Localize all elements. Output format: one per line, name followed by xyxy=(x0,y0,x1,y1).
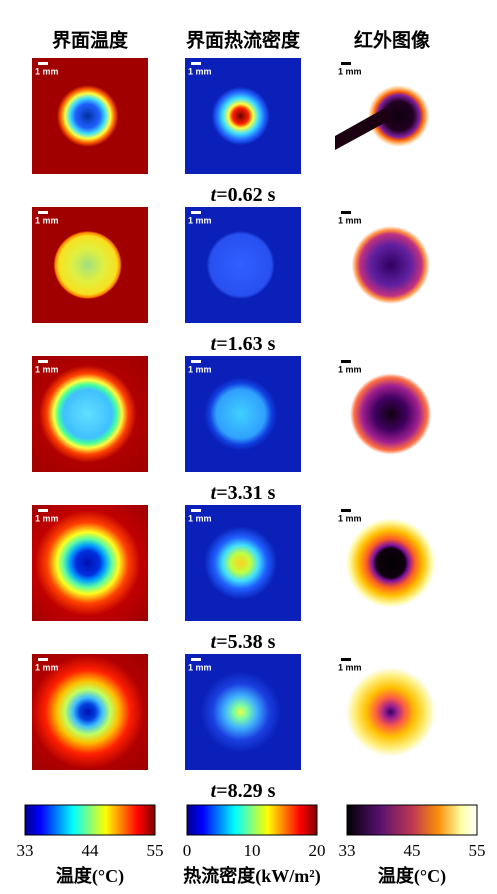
image-panel xyxy=(32,356,148,472)
colorbar-tick-label: 10 xyxy=(244,841,261,860)
image-panel xyxy=(185,505,301,621)
colorbar-label: 温度(°C) xyxy=(378,865,446,887)
scale-bar xyxy=(341,658,351,661)
image-panel xyxy=(335,207,451,323)
scale-bar xyxy=(38,658,48,661)
scale-label: 1 mm xyxy=(188,66,212,76)
colorbar-tick-label: 45 xyxy=(404,841,421,860)
scale-label: 1 mm xyxy=(35,513,59,523)
colorbar-tick-label: 44 xyxy=(82,841,100,860)
scale-label: 1 mm xyxy=(35,66,59,76)
image-panel xyxy=(335,356,451,472)
time-label: t=1.63 s xyxy=(211,333,276,355)
colorbar-tick-label: 20 xyxy=(309,841,326,860)
scale-bar xyxy=(38,62,48,65)
scale-bar xyxy=(38,509,48,512)
scale-label: 1 mm xyxy=(188,513,212,523)
scale-label: 1 mm xyxy=(338,513,362,523)
column-header: 界面温度 xyxy=(52,28,129,51)
scale-bar xyxy=(191,509,201,512)
column-header: 界面热流密度 xyxy=(186,28,301,51)
scale-label: 1 mm xyxy=(188,215,212,225)
colorbar xyxy=(186,804,318,836)
colorbar-label: 热流密度(kW/m²) xyxy=(183,865,320,887)
colorbar xyxy=(24,804,156,836)
scale-label: 1 mm xyxy=(188,662,212,672)
colorbar-tick-label: 0 xyxy=(183,841,192,860)
time-label: t=3.31 s xyxy=(211,482,276,504)
scale-label: 1 mm xyxy=(338,662,362,672)
image-panel xyxy=(185,654,301,770)
scale-bar xyxy=(341,509,351,512)
scale-label: 1 mm xyxy=(35,662,59,672)
colorbar-tick-label: 33 xyxy=(339,841,356,860)
scale-label: 1 mm xyxy=(35,215,59,225)
scale-bar xyxy=(191,658,201,661)
image-panel xyxy=(32,207,148,323)
image-panel xyxy=(185,207,301,323)
scale-bar xyxy=(191,62,201,65)
image-panel xyxy=(335,505,451,621)
image-panel xyxy=(32,654,148,770)
scale-bar xyxy=(38,360,48,363)
scale-bar xyxy=(341,62,351,65)
time-label: t=5.38 s xyxy=(211,631,276,653)
scale-bar xyxy=(191,360,201,363)
image-panel xyxy=(185,58,301,174)
image-panel xyxy=(185,356,301,472)
scale-bar xyxy=(191,211,201,214)
scale-label: 1 mm xyxy=(35,364,59,374)
probe-shadow xyxy=(335,108,390,150)
image-panel xyxy=(32,58,148,174)
colorbar-tick-label: 33 xyxy=(17,841,34,860)
column-header: 红外图像 xyxy=(354,28,431,51)
time-label: t=0.62 s xyxy=(211,184,276,206)
colorbar-label: 温度(°C) xyxy=(56,865,124,887)
scale-label: 1 mm xyxy=(338,66,362,76)
scale-bar xyxy=(341,211,351,214)
image-panel xyxy=(32,505,148,621)
time-label: t=8.29 s xyxy=(211,780,276,802)
scale-label: 1 mm xyxy=(188,364,212,374)
colorbar xyxy=(346,804,478,836)
colorbar-tick-label: 55 xyxy=(147,841,164,860)
scale-label: 1 mm xyxy=(338,364,362,374)
scale-bar xyxy=(341,360,351,363)
colorbar-tick-label: 55 xyxy=(469,841,486,860)
image-panel xyxy=(335,58,451,174)
scale-bar xyxy=(38,211,48,214)
image-panel xyxy=(335,654,451,770)
scale-label: 1 mm xyxy=(338,215,362,225)
